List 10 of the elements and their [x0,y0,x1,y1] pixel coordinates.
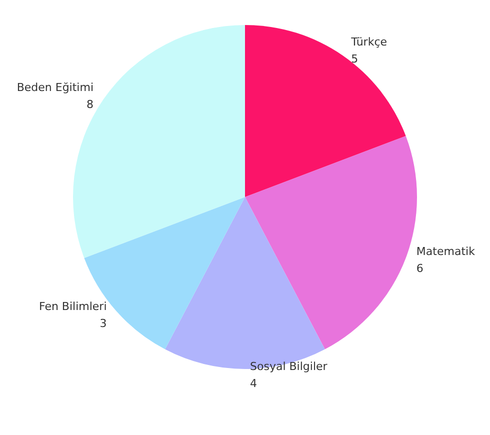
data-label: 4 [250,377,257,390]
data-label: 8 [86,98,94,111]
data-label: 3 [100,317,107,330]
slice-label: Fen Bilimleri [38,300,107,314]
data-label: 5 [351,52,358,66]
slice-label: Matematik [416,245,476,258]
slice-label: Sosyal Bilgiler [250,360,328,373]
slice-label: Türkçe [350,36,388,49]
slice-label: Beden Eğitimi [16,80,94,94]
data-label: 6 [416,262,424,276]
